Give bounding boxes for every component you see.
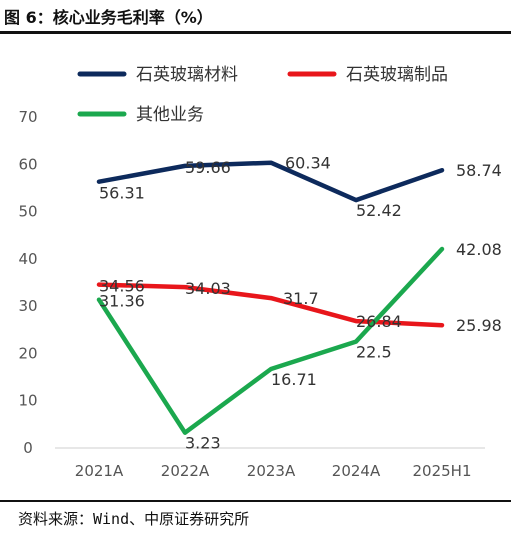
data-label: 56.31 (99, 184, 145, 203)
data-label: 34.56 (99, 277, 145, 296)
legend-label-3: 其他业务 (136, 105, 204, 125)
data-label: 58.74 (456, 161, 502, 180)
y-tick-label: 20 (18, 344, 37, 362)
data-label: 31.7 (283, 289, 319, 308)
data-label: 52.42 (356, 201, 402, 220)
y-tick-label: 50 (18, 203, 37, 221)
series-line-3 (96, 246, 445, 435)
y-tick-label: 0 (23, 439, 33, 457)
series-line-1 (96, 160, 445, 203)
data-label: 59.66 (185, 158, 231, 177)
source-note: 资料来源：Wind、中原证券研究所 (18, 510, 250, 528)
x-tick-label-2025H1: 2025H1 (413, 462, 472, 480)
data-label: 60.34 (285, 154, 331, 173)
title-rule (0, 31, 511, 34)
data-label: 25.98 (456, 316, 502, 335)
data-label: 42.08 (456, 240, 502, 259)
legend-label-2: 石英玻璃制品 (346, 65, 448, 85)
footer-rule (0, 500, 511, 502)
data-label: 26.84 (356, 312, 402, 331)
y-tick-label: 60 (18, 155, 37, 173)
series-line-2 (96, 282, 445, 328)
legend-label-1: 石英玻璃材料 (136, 65, 238, 85)
data-label: 22.5 (356, 343, 392, 362)
x-tick-label-2021A: 2021A (75, 462, 124, 480)
x-tick-label-2023A: 2023A (247, 462, 296, 480)
data-label: 34.03 (185, 279, 231, 298)
chart-svg: 0 10 20 30 40 50 60 70 2021A 2022A 2023A 2024A 2025H… (18, 65, 502, 480)
y-tick-label: 70 (18, 108, 37, 126)
data-label: 31.36 (99, 292, 145, 311)
x-tick-label-2022A: 2022A (161, 462, 210, 480)
data-label: 16.71 (271, 370, 317, 389)
y-tick-label: 40 (18, 250, 37, 268)
data-label: 3.23 (185, 434, 221, 453)
x-tick-label-2024A: 2024A (332, 462, 381, 480)
chart-title: 图 6：核心业务毛利率（%） (4, 8, 213, 27)
y-tick-label: 10 (18, 392, 37, 410)
y-tick-label: 30 (18, 297, 37, 315)
